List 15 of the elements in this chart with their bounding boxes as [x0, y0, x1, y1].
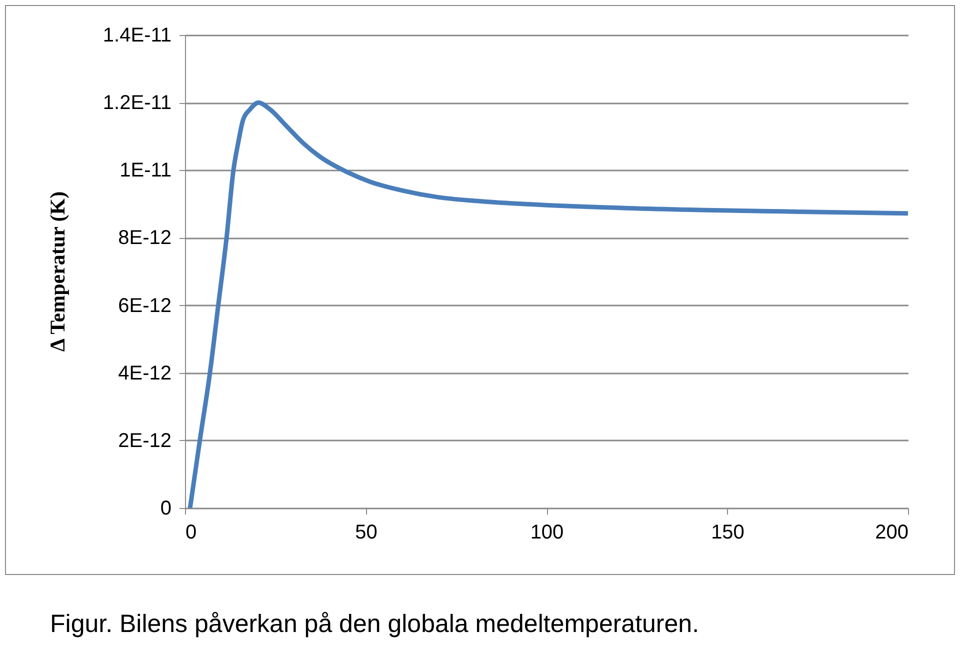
x-tick-label: 0	[186, 522, 197, 544]
y-tick-label: 0	[160, 498, 172, 520]
x-tick-label: 50	[355, 522, 378, 544]
x-tick-label: 150	[711, 522, 744, 544]
y-axis-title: Δ Temperatur (K)	[46, 191, 70, 352]
y-tick-label: 6E-12	[118, 294, 172, 317]
text: Figur. Bilens påverkan på den globala medeltemperaturen.	[50, 610, 700, 639]
y-tick-label: 2E-12	[118, 430, 172, 452]
y-tick-label: 1.2E-11	[102, 92, 172, 114]
y-tick-label: 4E-12	[118, 362, 172, 384]
x-tick-label: 200	[875, 522, 908, 544]
y-tick-label: 1.4E-11	[102, 24, 172, 46]
y-tick-label: 1E-11	[120, 160, 172, 182]
x-tick-label: 100	[530, 522, 564, 544]
y-tick-label: 8E-12	[118, 227, 172, 250]
